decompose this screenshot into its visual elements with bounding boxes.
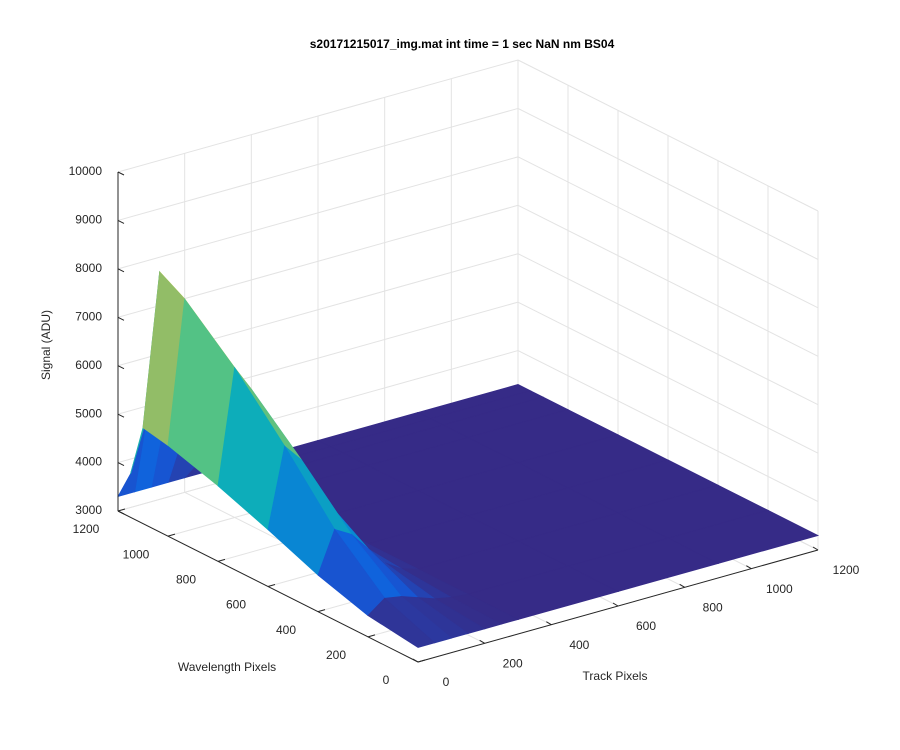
y-tick-label: 1200: [73, 522, 100, 536]
x-tick: [812, 546, 819, 551]
x-axis-label: Track Pixels: [583, 669, 648, 683]
axes: 3000400050006000700080009000100000200400…: [69, 164, 860, 689]
z-tick-label: 10000: [69, 164, 103, 178]
x-tick-label: 600: [636, 619, 656, 633]
z-tick: [117, 316, 125, 321]
y-axis-label: Wavelength Pixels: [178, 660, 276, 674]
z-tick: [117, 171, 125, 176]
surface: [117, 270, 820, 648]
z-tick-label: 7000: [75, 309, 102, 323]
z-tick: [117, 462, 125, 467]
chart-title: s20171215017_img.mat int time = 1 sec Na…: [310, 37, 615, 51]
x-tick-label: 400: [569, 638, 589, 652]
y-tick: [367, 634, 376, 638]
y-tick: [167, 533, 176, 537]
y-tick-label: 600: [226, 598, 246, 612]
x-tick-label: 0: [443, 675, 450, 689]
z-tick-label: 6000: [75, 358, 102, 372]
z-axis-label: Signal (ADU): [39, 310, 53, 380]
x-tick-label: 1200: [833, 563, 860, 577]
z-tick: [117, 219, 125, 224]
x-tick-label: 1000: [766, 582, 793, 596]
x-tick: [412, 658, 419, 663]
x-tick: [546, 621, 552, 626]
z-tick: [117, 365, 125, 370]
z-tick-label: 5000: [75, 406, 102, 420]
y-tick: [117, 508, 126, 512]
z-tick: [117, 413, 125, 418]
x-tick-label: 800: [703, 601, 723, 615]
z-tick: [117, 510, 125, 515]
x-tick: [479, 639, 485, 644]
y-tick-label: 400: [276, 623, 296, 637]
y-tick-label: 200: [326, 648, 346, 662]
y-tick-label: 0: [383, 673, 390, 687]
z-tick-label: 8000: [75, 261, 102, 275]
z-tick-label: 4000: [75, 455, 102, 469]
y-tick: [317, 609, 326, 613]
x-tick: [679, 583, 685, 588]
x-tick: [746, 565, 752, 570]
z-tick-label: 3000: [75, 503, 102, 517]
y-tick: [267, 584, 276, 587]
y-tick-label: 1000: [123, 547, 150, 561]
x-tick: [612, 602, 619, 607]
y-tick: [417, 659, 426, 663]
z-tick-label: 9000: [75, 213, 102, 227]
y-tick: [217, 558, 226, 562]
z-tick: [117, 268, 125, 273]
x-tick-label: 200: [503, 657, 523, 671]
y-tick-label: 800: [176, 573, 196, 587]
surface-patch: [367, 597, 436, 648]
